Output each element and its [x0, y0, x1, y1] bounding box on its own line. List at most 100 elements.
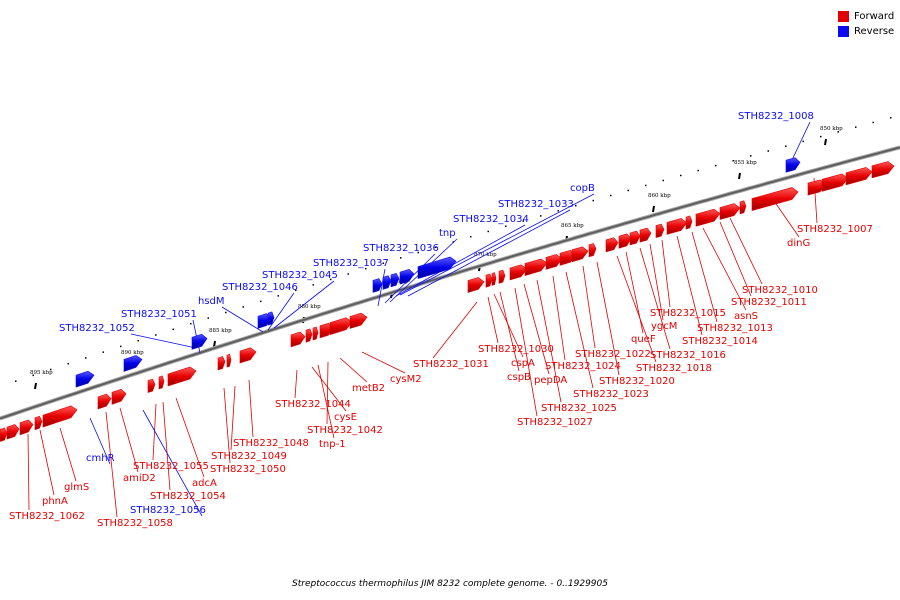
gene-label-ygcm[interactable]: ygcM	[651, 321, 677, 332]
forward-gene-39[interactable]	[605, 237, 619, 253]
gene-label-tnp-1[interactable]: tnp-1	[319, 439, 346, 450]
gene-label-sth8232-1045[interactable]: STH8232_1045	[262, 270, 338, 281]
gene-label-sth8232-1011[interactable]: STH8232_1011	[731, 297, 807, 308]
gene-label-adca[interactable]: adcA	[192, 478, 217, 489]
reverse-gene-27[interactable]	[399, 268, 415, 285]
gene-label-sth8232-1050[interactable]: STH8232_1050	[210, 464, 286, 475]
gene-label-sth8232-1033[interactable]: STH8232_1033	[498, 199, 574, 210]
gene-label-sth8232-1042[interactable]: STH8232_1042	[307, 425, 383, 436]
forward-gene-53[interactable]	[845, 167, 873, 186]
forward-gene-3[interactable]	[34, 415, 43, 431]
forward-gene-44[interactable]	[666, 218, 688, 235]
forward-gene-46[interactable]	[695, 208, 721, 227]
forward-gene-4[interactable]	[42, 405, 78, 428]
gene-label-sth8232-1062[interactable]: STH8232_1062	[9, 511, 85, 522]
gene-label-phna[interactable]: phnA	[42, 496, 68, 507]
forward-gene-14[interactable]	[226, 353, 232, 368]
forward-gene-1[interactable]	[6, 424, 20, 440]
gene-label-sth8232-1055[interactable]: STH8232_1055	[133, 461, 209, 472]
forward-gene-15[interactable]	[239, 347, 257, 364]
reverse-gene-25[interactable]	[382, 275, 392, 290]
forward-gene-30[interactable]	[485, 273, 493, 288]
gene-label-sth8232-1056[interactable]: STH8232_1056	[130, 505, 206, 516]
reverse-gene-28[interactable]	[417, 256, 457, 280]
gene-label-metb2[interactable]: metB2	[352, 383, 385, 394]
forward-gene-19[interactable]	[305, 328, 313, 343]
gene-label-sth8232-1018[interactable]: STH8232_1018	[636, 363, 712, 374]
forward-gene-35[interactable]	[545, 254, 563, 270]
reverse-gene-50[interactable]	[785, 157, 801, 173]
gene-label-sth8232-1020[interactable]: STH8232_1020	[599, 376, 675, 387]
gene-label-asns[interactable]: asnS	[734, 311, 758, 322]
gene-label-sth8232-1008[interactable]: STH8232_1008	[738, 111, 814, 122]
reverse-gene-17[interactable]	[267, 311, 275, 326]
gene-label-glms[interactable]: glmS	[64, 482, 89, 493]
gene-label-sth8232-1044[interactable]: STH8232_1044	[275, 399, 351, 410]
gene-label-sth8232-1058[interactable]: STH8232_1058	[97, 518, 173, 529]
gene-label-sth8232-1030[interactable]: STH8232_1030	[478, 344, 554, 355]
gene-label-pepda[interactable]: pepDA	[534, 375, 567, 386]
gene-label-sth8232-1024[interactable]: STH8232_1024	[545, 361, 621, 372]
gene-label-sth8232-1054[interactable]: STH8232_1054	[150, 491, 226, 502]
forward-gene-32[interactable]	[498, 269, 506, 284]
gene-label-sth8232-1025[interactable]: STH8232_1025	[541, 403, 617, 414]
gene-label-sth8232-1031[interactable]: STH8232_1031	[413, 359, 489, 370]
gene-label-sth8232-1023[interactable]: STH8232_1023	[573, 389, 649, 400]
forward-gene-45[interactable]	[685, 215, 693, 230]
forward-gene-48[interactable]	[739, 200, 747, 215]
forward-gene-10[interactable]	[158, 375, 165, 390]
forward-gene-20[interactable]	[312, 326, 319, 341]
forward-gene-2[interactable]	[19, 419, 34, 436]
gene-label-sth8232-1034[interactable]: STH8232_1034	[453, 214, 529, 225]
reverse-gene-12[interactable]	[191, 333, 208, 350]
gene-label-sth8232-1016[interactable]: STH8232_1016	[650, 350, 726, 361]
gene-label-cspb[interactable]: cspB	[507, 372, 531, 383]
gene-label-sth8232-1007[interactable]: STH8232_1007	[797, 224, 873, 235]
gene-label-sth8232-1051[interactable]: STH8232_1051	[121, 309, 197, 320]
gene-label-tnp[interactable]: tnp	[439, 228, 456, 239]
gene-label-hsdm[interactable]: hsdM	[198, 296, 225, 307]
reverse-gene-26[interactable]	[390, 272, 400, 288]
gene-label-copb[interactable]: copB	[570, 183, 595, 194]
gene-label-sth8232-1052[interactable]: STH8232_1052	[59, 323, 135, 334]
forward-gene-49[interactable]	[751, 187, 799, 211]
forward-gene-41[interactable]	[629, 230, 641, 246]
gene-label-sth8232-1046[interactable]: STH8232_1046	[222, 282, 298, 293]
forward-gene-0[interactable]	[0, 427, 8, 442]
gene-label-ding[interactable]: dinG	[787, 238, 810, 249]
gene-label-quef[interactable]: queF	[631, 334, 656, 345]
gene-label-sth8232-1037[interactable]: STH8232_1037	[313, 258, 389, 269]
gene-label-sth8232-1036[interactable]: STH8232_1036	[363, 243, 439, 254]
forward-gene-33[interactable]	[509, 264, 528, 281]
forward-gene-34[interactable]	[524, 258, 548, 277]
forward-gene-40[interactable]	[618, 233, 632, 249]
gene-label-sth8232-1015[interactable]: STH8232_1015	[650, 308, 726, 319]
forward-gene-22[interactable]	[329, 317, 353, 336]
forward-gene-18[interactable]	[290, 331, 306, 348]
forward-gene-47[interactable]	[719, 203, 741, 220]
gene-label-sth8232-1049[interactable]: STH8232_1049	[211, 451, 287, 462]
forward-gene-31[interactable]	[491, 272, 497, 286]
gene-label-amid2[interactable]: amiD2	[123, 473, 156, 484]
forward-gene-37[interactable]	[571, 246, 589, 263]
forward-gene-23[interactable]	[349, 312, 368, 329]
forward-gene-9[interactable]	[147, 378, 156, 393]
gene-label-cmhr[interactable]: cmhR	[86, 453, 115, 464]
gene-label-cspa[interactable]: cspA	[511, 358, 535, 369]
gene-label-sth8232-1014[interactable]: STH8232_1014	[682, 336, 758, 347]
reverse-gene-24[interactable]	[372, 278, 383, 293]
forward-gene-29[interactable]	[467, 277, 485, 293]
forward-gene-42[interactable]	[639, 227, 652, 243]
gene-label-sth8232-1013[interactable]: STH8232_1013	[697, 323, 773, 334]
forward-gene-11[interactable]	[167, 366, 197, 387]
reverse-gene-8[interactable]	[123, 355, 143, 372]
forward-gene-13[interactable]	[217, 356, 226, 371]
gene-label-cyse[interactable]: cysE	[334, 412, 357, 423]
reverse-gene-5[interactable]	[75, 370, 95, 388]
forward-gene-43[interactable]	[655, 223, 665, 238]
gene-label-sth8232-1010[interactable]: STH8232_1010	[742, 285, 818, 296]
forward-gene-7[interactable]	[111, 388, 127, 405]
gene-label-sth8232-1048[interactable]: STH8232_1048	[233, 438, 309, 449]
gene-label-sth8232-1022[interactable]: STH8232_1022	[575, 349, 651, 360]
forward-gene-6[interactable]	[97, 393, 112, 410]
